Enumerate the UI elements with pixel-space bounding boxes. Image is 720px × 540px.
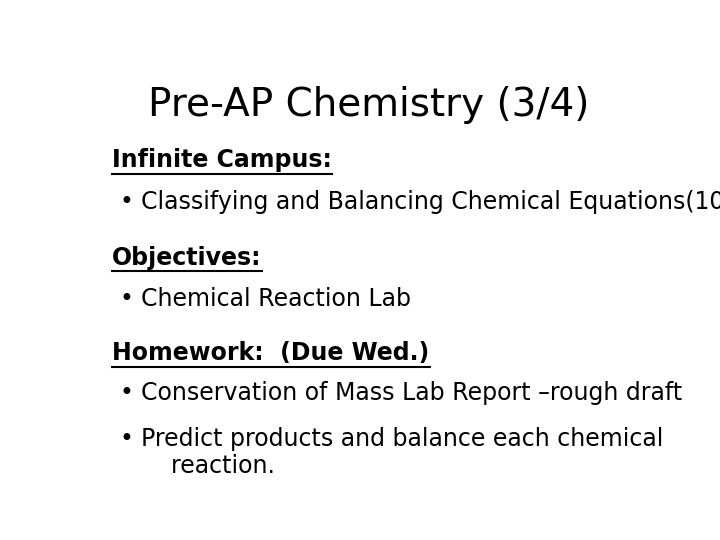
Text: Objectives:: Objectives: [112,246,262,269]
Text: Predict products and balance each chemical
    reaction.: Predict products and balance each chemic… [141,427,664,478]
Text: •: • [119,190,133,213]
Text: Classifying and Balancing Chemical Equations(10pt): Classifying and Balancing Chemical Equat… [141,190,720,213]
Text: •: • [119,287,133,311]
Text: Conservation of Mass Lab Report –rough draft: Conservation of Mass Lab Report –rough d… [141,381,683,405]
Text: •: • [119,381,133,405]
Text: Chemical Reaction Lab: Chemical Reaction Lab [141,287,411,311]
Text: •: • [119,427,133,450]
Text: Homework:  (Due Wed.): Homework: (Due Wed.) [112,341,430,365]
Text: Infinite Campus:: Infinite Campus: [112,148,332,172]
Text: Pre-AP Chemistry (3/4): Pre-AP Chemistry (3/4) [148,85,590,124]
